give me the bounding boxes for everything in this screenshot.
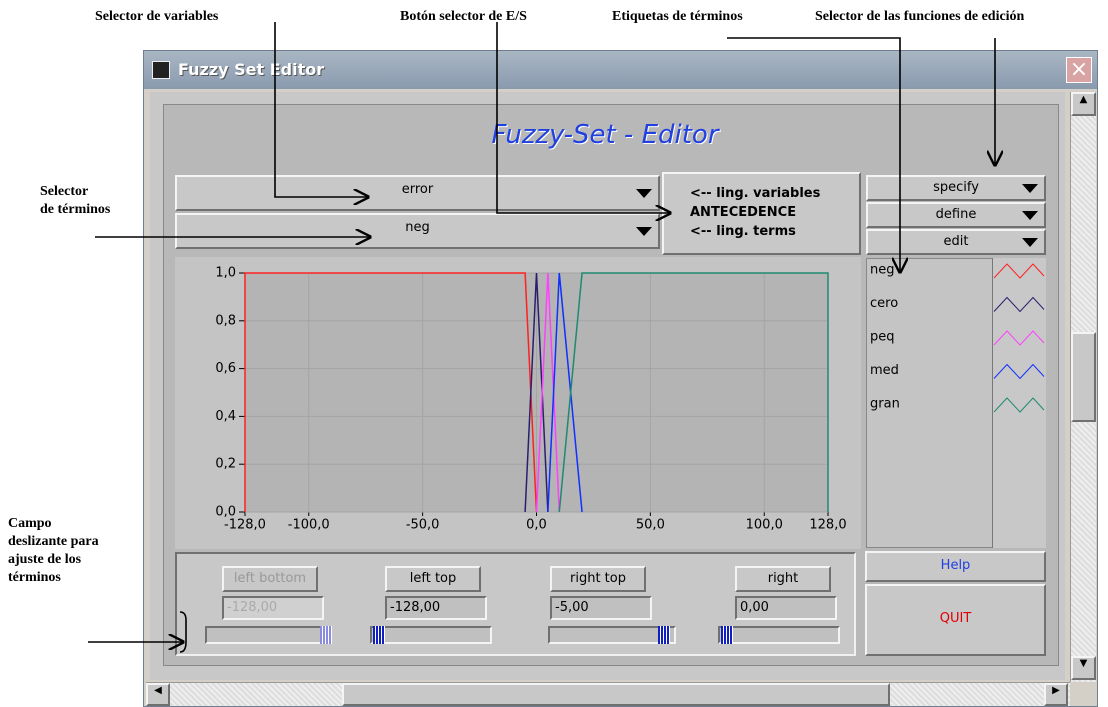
slider-label: left top bbox=[385, 566, 481, 592]
x-tick-label: -128,0 bbox=[224, 518, 266, 533]
y-tick-label: 1,0 bbox=[215, 266, 236, 281]
vertical-scrollbar[interactable]: ▲ ▼ bbox=[1070, 92, 1096, 682]
slider-value: -5,00 bbox=[550, 596, 652, 620]
io-button-line: <-- ling. terms bbox=[690, 222, 859, 241]
annotation-line: Selector bbox=[40, 183, 110, 201]
page: Fuzzy Set Editor × Fuzzy-Set - Editor er… bbox=[0, 0, 1108, 707]
variable-selector[interactable]: error bbox=[175, 175, 660, 211]
slider-value: 0,00 bbox=[735, 596, 837, 620]
slider-track bbox=[370, 626, 492, 644]
annotation: Etiquetas de términos bbox=[612, 8, 743, 26]
term-selector-text: neg bbox=[405, 220, 430, 235]
function-selector[interactable]: edit bbox=[866, 229, 1046, 255]
function-selector[interactable]: define bbox=[866, 202, 1046, 228]
annotation-line: Etiquetas de términos bbox=[612, 8, 743, 26]
function-selector-text: specify bbox=[933, 180, 979, 195]
annotation-line: ajuste de los bbox=[8, 551, 99, 569]
chart: -128,0 -100,0 -50,0 0,0 50,0 100,0 128,0 0,0 0,2… bbox=[175, 257, 861, 549]
slider-track bbox=[205, 626, 327, 644]
legend-swatch bbox=[994, 365, 1044, 379]
annotation: Selector de las funciones de edición bbox=[815, 8, 1024, 26]
annotation-line: términos bbox=[8, 569, 99, 587]
io-button-line: ANTECEDENCE bbox=[690, 203, 859, 222]
term-selector[interactable]: neg bbox=[175, 213, 660, 249]
help-button[interactable]: Help bbox=[865, 551, 1046, 582]
y-tick-label: 0,8 bbox=[215, 313, 236, 328]
slider-thumb bbox=[373, 626, 385, 644]
function-selector-text: define bbox=[936, 207, 977, 222]
scroll-up[interactable]: ▲ bbox=[1071, 92, 1096, 116]
legend-label: cero bbox=[870, 296, 898, 311]
slider-thumb bbox=[658, 626, 670, 644]
function-selector[interactable]: specify bbox=[866, 175, 1046, 201]
legend-label: peq bbox=[870, 330, 895, 345]
slider-track bbox=[548, 626, 676, 644]
legend-label: neg bbox=[870, 263, 895, 278]
y-tick-label: 0,0 bbox=[215, 505, 236, 520]
scroll-thumb[interactable] bbox=[342, 683, 890, 706]
y-tick-label: 0,2 bbox=[215, 457, 236, 472]
slider-thumb bbox=[320, 626, 332, 644]
io-button[interactable]: <-- ling. variables ANTECEDENCE <-- ling… bbox=[662, 172, 861, 255]
annotation: Selector de variables bbox=[95, 8, 218, 26]
annotation-line: de términos bbox=[40, 201, 110, 219]
slider-track bbox=[718, 626, 840, 644]
io-button-line: <-- ling. variables bbox=[690, 184, 859, 203]
horizontal-scrollbar[interactable]: ◀ ▶ bbox=[146, 682, 1070, 706]
legend-swatch bbox=[994, 331, 1044, 345]
annotation-line: Botón selector de E/S bbox=[400, 8, 527, 26]
annotation: Botón selector de E/S bbox=[400, 8, 527, 26]
slider-label: left bottom bbox=[222, 566, 318, 592]
legend-label: med bbox=[870, 363, 899, 378]
slider-label: right top bbox=[550, 566, 646, 592]
x-tick-label: 0,0 bbox=[526, 518, 547, 533]
x-tick-label: 128,0 bbox=[809, 518, 846, 533]
scroll-right[interactable]: ▶ bbox=[1044, 683, 1068, 706]
legend-swatch bbox=[994, 264, 1044, 278]
editor-title: Fuzzy-Set - Editor bbox=[400, 120, 810, 150]
close-button[interactable]: × bbox=[1066, 57, 1092, 83]
legend-swatch bbox=[994, 298, 1044, 312]
function-selector-text: edit bbox=[944, 234, 969, 249]
annotation-line: Selector de las funciones de edición bbox=[815, 8, 1024, 26]
y-tick-label: 0,6 bbox=[215, 361, 236, 376]
x-tick-label: -100,0 bbox=[288, 518, 330, 533]
x-tick-label: 50,0 bbox=[636, 518, 665, 533]
legend-swatch bbox=[994, 398, 1044, 412]
x-tick-label: 100,0 bbox=[746, 518, 783, 533]
title-icon bbox=[152, 61, 170, 79]
slider-value: -128,00 bbox=[222, 596, 324, 620]
legend: neg cero peq med gran bbox=[866, 258, 1046, 548]
x-tick-label: -50,0 bbox=[406, 518, 440, 533]
y-tick-label: 0,4 bbox=[215, 409, 236, 424]
annotation-line: Campo bbox=[8, 515, 99, 533]
legend-label: gran bbox=[870, 397, 900, 412]
scroll-left[interactable]: ◀ bbox=[146, 683, 170, 706]
slider-value: -128,00 bbox=[385, 596, 487, 620]
annotation-line: Selector de variables bbox=[95, 8, 218, 26]
slider-thumb bbox=[721, 626, 733, 644]
scroll-thumb[interactable] bbox=[1071, 332, 1096, 422]
slider-label: right bbox=[735, 566, 831, 592]
variable-selector-text: error bbox=[402, 182, 433, 197]
window-title: Fuzzy Set Editor bbox=[178, 60, 324, 79]
quit-button[interactable]: QUIT bbox=[865, 584, 1046, 656]
scroll-down[interactable]: ▼ bbox=[1071, 656, 1096, 680]
annotation-line: deslizante para bbox=[8, 533, 99, 551]
